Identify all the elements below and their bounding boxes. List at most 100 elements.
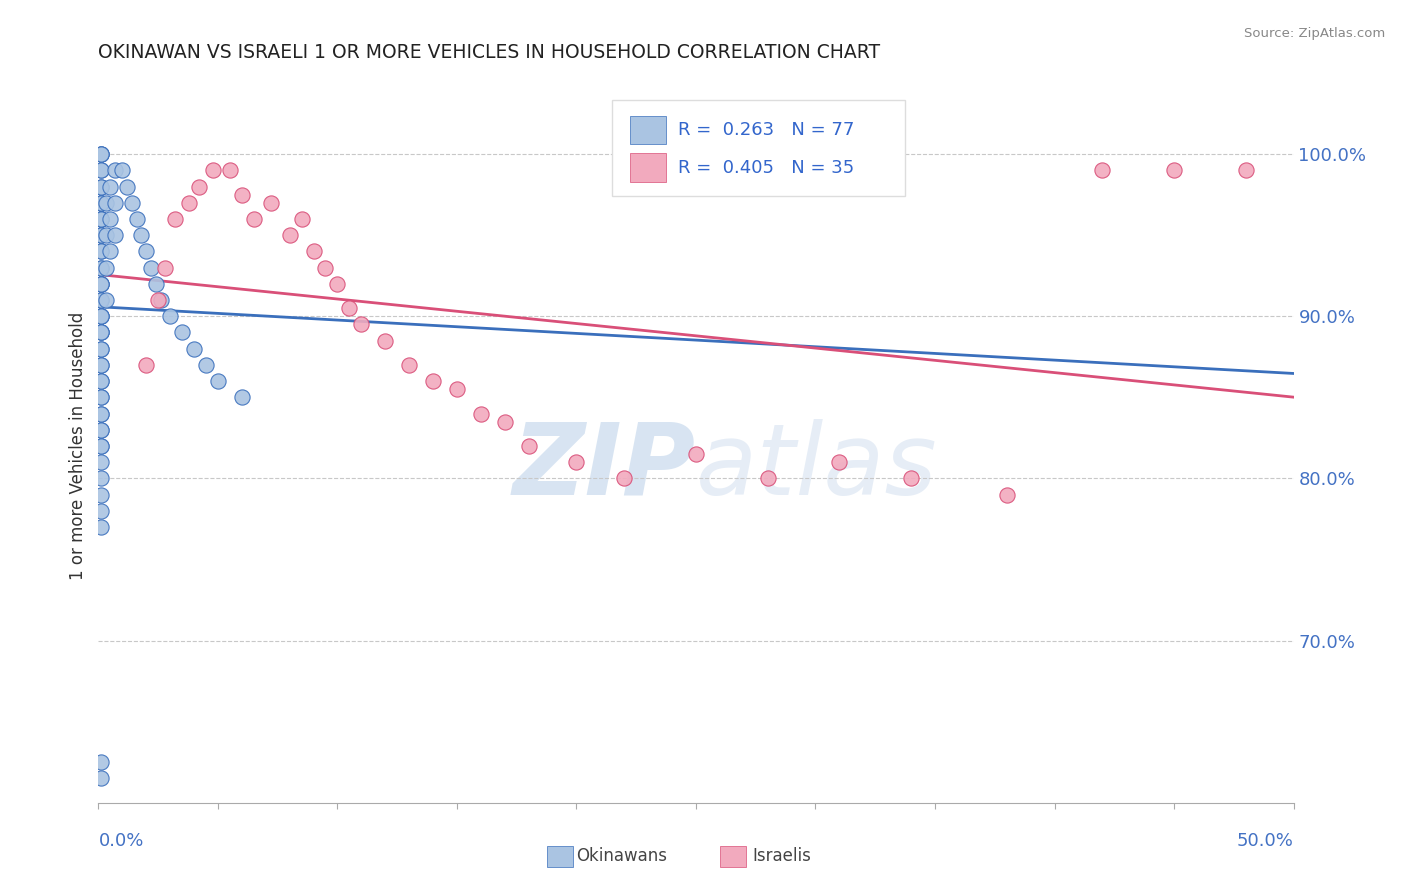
Point xyxy=(446,382,468,396)
Point xyxy=(90,756,112,770)
Text: R =  0.263   N = 77: R = 0.263 N = 77 xyxy=(678,121,855,139)
Point xyxy=(90,195,112,210)
Point xyxy=(90,374,112,388)
Point xyxy=(90,326,112,340)
Y-axis label: 1 or more Vehicles in Household: 1 or more Vehicles in Household xyxy=(69,312,87,580)
Point xyxy=(159,310,181,324)
Point xyxy=(470,407,492,421)
Point xyxy=(90,147,112,161)
Point xyxy=(90,147,112,161)
Text: atlas: atlas xyxy=(696,419,938,516)
Point xyxy=(90,407,112,421)
Text: Source: ZipAtlas.com: Source: ZipAtlas.com xyxy=(1244,27,1385,40)
Point xyxy=(315,260,337,275)
Point xyxy=(104,228,127,243)
Point xyxy=(149,293,172,307)
Point xyxy=(94,195,117,210)
Point xyxy=(90,358,112,372)
Point xyxy=(94,260,117,275)
Point xyxy=(90,179,112,194)
Point xyxy=(131,228,153,243)
Point xyxy=(90,374,112,388)
Point xyxy=(90,772,112,786)
Point xyxy=(90,244,112,259)
Point xyxy=(90,439,112,453)
Point xyxy=(90,439,112,453)
Point xyxy=(756,471,779,485)
Point xyxy=(145,277,167,291)
Point xyxy=(90,520,112,534)
Point xyxy=(90,488,112,502)
Point xyxy=(278,228,301,243)
Point xyxy=(90,310,112,324)
Point xyxy=(104,195,127,210)
Point xyxy=(1091,163,1114,178)
Point xyxy=(202,163,225,178)
Text: 0.0%: 0.0% xyxy=(98,832,143,850)
Point xyxy=(98,211,122,226)
Point xyxy=(90,228,112,243)
Point xyxy=(995,488,1018,502)
FancyBboxPatch shape xyxy=(547,846,572,867)
Point xyxy=(90,211,112,226)
Text: 50.0%: 50.0% xyxy=(1237,832,1294,850)
Point xyxy=(290,211,312,226)
Point xyxy=(90,342,112,356)
Text: OKINAWAN VS ISRAELI 1 OR MORE VEHICLES IN HOUSEHOLD CORRELATION CHART: OKINAWAN VS ISRAELI 1 OR MORE VEHICLES I… xyxy=(98,44,880,62)
Point xyxy=(90,277,112,291)
Point xyxy=(517,439,540,453)
Point xyxy=(259,195,281,210)
Point xyxy=(90,260,112,275)
Point xyxy=(90,147,112,161)
Point xyxy=(163,211,186,226)
Point xyxy=(135,358,157,372)
Point xyxy=(172,326,194,340)
Point xyxy=(1163,163,1185,178)
Point xyxy=(90,293,112,307)
Point xyxy=(148,293,170,307)
Point xyxy=(90,228,112,243)
Point xyxy=(350,318,373,332)
Point xyxy=(231,390,253,404)
Point xyxy=(90,163,112,178)
Point xyxy=(90,195,112,210)
Point xyxy=(90,211,112,226)
Point xyxy=(337,301,360,315)
Point xyxy=(90,211,112,226)
Point xyxy=(121,195,143,210)
Point xyxy=(326,277,349,291)
Point xyxy=(90,342,112,356)
Point xyxy=(494,415,516,429)
Point xyxy=(90,471,112,485)
Point xyxy=(565,455,588,469)
Point xyxy=(90,504,112,518)
Point xyxy=(90,260,112,275)
FancyBboxPatch shape xyxy=(630,116,666,145)
Text: Israelis: Israelis xyxy=(752,847,811,865)
Point xyxy=(155,260,177,275)
Text: ZIP: ZIP xyxy=(513,419,696,516)
Point xyxy=(90,326,112,340)
Point xyxy=(685,447,707,461)
Point xyxy=(207,374,229,388)
Point xyxy=(90,390,112,404)
Point xyxy=(231,187,253,202)
Point xyxy=(115,179,138,194)
Point xyxy=(139,260,162,275)
Point xyxy=(219,163,242,178)
FancyBboxPatch shape xyxy=(612,100,905,196)
Point xyxy=(183,342,205,356)
Point xyxy=(398,358,420,372)
Point xyxy=(194,358,217,372)
Point xyxy=(125,211,148,226)
Point xyxy=(90,455,112,469)
Point xyxy=(90,310,112,324)
Point xyxy=(243,211,266,226)
Point xyxy=(98,244,122,259)
Point xyxy=(613,471,636,485)
Point xyxy=(90,228,112,243)
Point xyxy=(90,407,112,421)
Point xyxy=(90,244,112,259)
Point xyxy=(90,179,112,194)
Point xyxy=(90,293,112,307)
